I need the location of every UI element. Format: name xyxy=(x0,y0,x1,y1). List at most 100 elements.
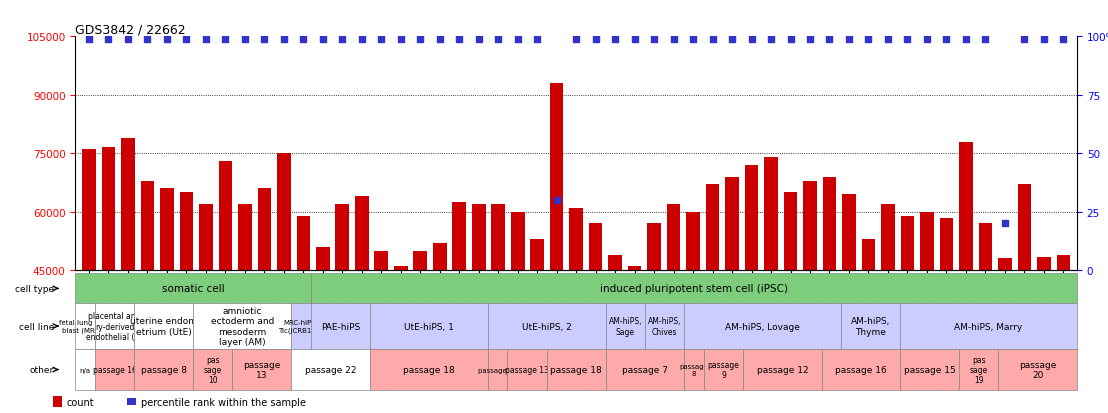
Bar xyxy=(1037,257,1050,413)
Bar xyxy=(82,150,95,413)
Text: pas
sage
10: pas sage 10 xyxy=(204,355,222,385)
Text: cell type: cell type xyxy=(16,284,54,293)
Point xyxy=(1016,36,1034,43)
Point xyxy=(976,36,994,43)
Bar xyxy=(511,212,524,413)
Bar xyxy=(375,251,388,413)
Text: cell line: cell line xyxy=(19,322,54,331)
Bar xyxy=(745,166,758,413)
Text: AM-hiPS, Lovage: AM-hiPS, Lovage xyxy=(726,322,800,331)
Bar xyxy=(1017,185,1032,413)
Point xyxy=(334,36,351,43)
Bar xyxy=(355,197,369,413)
Text: other: other xyxy=(30,365,54,374)
Bar xyxy=(53,396,62,407)
Bar xyxy=(960,142,973,413)
Point xyxy=(529,36,546,43)
Bar xyxy=(491,204,505,413)
Point xyxy=(314,36,331,43)
Point xyxy=(119,36,136,43)
Text: passage 13: passage 13 xyxy=(505,365,548,374)
Text: passage
20: passage 20 xyxy=(1019,360,1056,379)
Point xyxy=(138,36,156,43)
Bar xyxy=(726,177,739,413)
Bar xyxy=(822,177,837,413)
Point xyxy=(704,36,721,43)
Bar xyxy=(608,255,622,413)
Text: passage
9: passage 9 xyxy=(708,360,739,379)
Text: passage 7: passage 7 xyxy=(622,365,668,374)
Bar xyxy=(765,158,778,413)
Text: passage 8: passage 8 xyxy=(141,365,187,374)
Bar xyxy=(803,181,817,413)
Point xyxy=(431,36,449,43)
Point xyxy=(158,36,176,43)
Point xyxy=(919,36,936,43)
Text: AM-hiPS,
Thyme: AM-hiPS, Thyme xyxy=(851,317,891,336)
Point xyxy=(840,36,858,43)
Text: pas
sage
19: pas sage 19 xyxy=(970,355,988,385)
Point xyxy=(937,36,955,43)
Point xyxy=(177,36,195,43)
Point xyxy=(411,36,429,43)
Bar xyxy=(218,161,233,413)
Text: amniotic
ectoderm and
mesoderm
layer (AM): amniotic ectoderm and mesoderm layer (AM… xyxy=(211,306,274,347)
Text: UtE-hiPS, 2: UtE-hiPS, 2 xyxy=(522,322,572,331)
Bar xyxy=(920,212,934,413)
Bar xyxy=(316,247,330,413)
Text: GDS3842 / 22662: GDS3842 / 22662 xyxy=(75,23,186,36)
Bar xyxy=(686,212,700,413)
Bar xyxy=(881,204,895,413)
Bar xyxy=(783,193,798,413)
Text: MRC-hiPS,
Tic(JCRB1331: MRC-hiPS, Tic(JCRB1331 xyxy=(278,320,325,333)
Point xyxy=(567,36,585,43)
Bar xyxy=(297,216,310,413)
Bar xyxy=(647,224,661,413)
Text: passage 18: passage 18 xyxy=(403,365,454,374)
Text: induced pluripotent stem cell (iPSC): induced pluripotent stem cell (iPSC) xyxy=(601,284,788,294)
Bar xyxy=(394,267,408,413)
Bar xyxy=(978,224,992,413)
Point xyxy=(724,36,741,43)
Point xyxy=(665,36,683,43)
Bar xyxy=(940,218,953,413)
Point xyxy=(821,36,839,43)
Point xyxy=(626,36,644,43)
Point xyxy=(470,36,488,43)
Point xyxy=(860,36,878,43)
Text: AM-hiPS,
Sage: AM-hiPS, Sage xyxy=(608,317,642,336)
Text: passage
13: passage 13 xyxy=(244,360,280,379)
Point xyxy=(606,36,624,43)
Bar xyxy=(238,204,252,413)
Point xyxy=(645,36,663,43)
Bar xyxy=(472,204,485,413)
Bar xyxy=(413,251,427,413)
Text: passage 16: passage 16 xyxy=(93,365,136,374)
Text: UtE-hiPS, 1: UtE-hiPS, 1 xyxy=(404,322,454,331)
Text: AM-hiPS,
Chives: AM-hiPS, Chives xyxy=(648,317,681,336)
Point xyxy=(547,197,565,204)
Text: passage 12: passage 12 xyxy=(757,365,808,374)
Bar xyxy=(667,204,680,413)
Point xyxy=(392,36,410,43)
Text: passage
8: passage 8 xyxy=(679,363,708,376)
Point xyxy=(957,36,975,43)
Point xyxy=(80,36,98,43)
Text: passage 15: passage 15 xyxy=(904,365,955,374)
Text: somatic cell: somatic cell xyxy=(162,284,225,294)
Point xyxy=(256,36,274,43)
Bar xyxy=(901,216,914,413)
Point xyxy=(781,36,799,43)
Point xyxy=(742,36,760,43)
Point xyxy=(216,36,234,43)
Point xyxy=(295,36,312,43)
Bar xyxy=(452,202,466,413)
Text: uterine endom
etrium (UtE): uterine endom etrium (UtE) xyxy=(131,317,197,336)
Text: percentile rank within the sample: percentile rank within the sample xyxy=(141,396,306,407)
Bar xyxy=(102,148,115,413)
Point xyxy=(762,36,780,43)
Bar xyxy=(842,195,855,413)
Text: placental arte
ry-derived
endothelial (PA: placental arte ry-derived endothelial (P… xyxy=(85,311,144,341)
Point xyxy=(879,36,896,43)
Bar xyxy=(277,154,290,413)
